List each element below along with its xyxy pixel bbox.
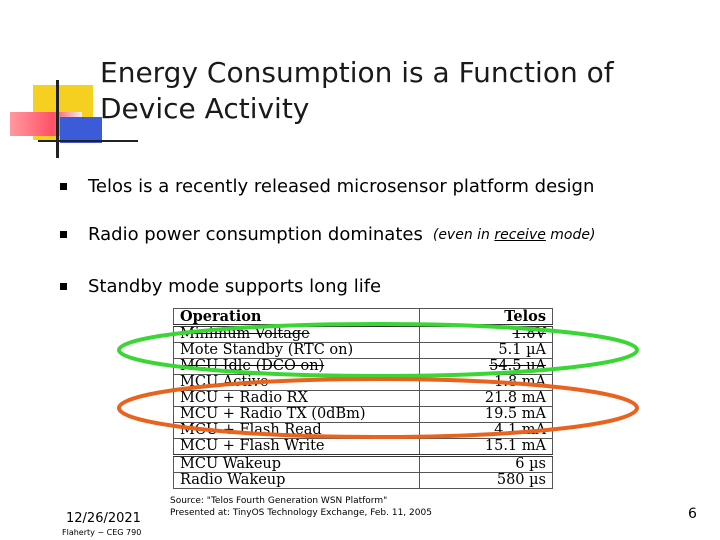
table-row: MCU Idle (DCO on) 54.5 µA — [173, 358, 553, 375]
table-cell-operation: MCU + Radio RX — [173, 390, 420, 407]
slide-title-line-2: Device Activity — [100, 92, 310, 125]
table-row: MCU + Flash Write 15.1 mA — [173, 438, 553, 456]
table-cell-operation: MCU Idle (DCO on) — [173, 358, 420, 375]
table-cell-value: 4.1 mA — [419, 422, 553, 439]
table-row: Mote Standby (RTC on) 5.1 µA — [173, 342, 553, 359]
footer-author: Flaherty − CEG 790 — [62, 528, 142, 537]
bullet-note: (even in receive mode) — [433, 227, 596, 243]
table-cell-value: 15.1 mA — [419, 438, 553, 456]
bullet-text: Radio power consumption dominates — [88, 224, 423, 245]
bullet-item-1: Telos is a recently released microsensor… — [60, 176, 594, 197]
table-cell-operation: MCU + Flash Read — [173, 422, 420, 439]
bullet-square-icon — [60, 283, 67, 290]
table-row: Radio Wakeup 580 µs — [173, 472, 553, 489]
table-cell-operation: MCU Active — [173, 374, 420, 391]
table-cell-value: 1.8 mA — [419, 374, 553, 391]
slide-title: Energy Consumption is a Function of Devi… — [100, 55, 700, 127]
bullet-text: Standby mode supports long life — [88, 276, 382, 297]
bullet-note-underlined: receive — [494, 226, 546, 243]
bullet-note-after: mode) — [545, 226, 596, 243]
bullet-item-2: Radio power consumption dominates (even … — [60, 224, 595, 245]
footer-source: Source: "Telos Fourth Generation WSN Pla… — [170, 495, 432, 519]
footer-source-line-1: Source: "Telos Fourth Generation WSN Pla… — [170, 496, 388, 506]
decor-vertical-line — [56, 80, 59, 158]
table-cell-operation: Radio Wakeup — [173, 472, 420, 489]
header-operation: Operation — [173, 308, 420, 327]
slide-title-line-1: Energy Consumption is a Function of — [100, 56, 614, 89]
table-row: MCU Active 1.8 mA — [173, 374, 553, 391]
table-cell-value: 54.5 µA — [419, 358, 553, 375]
footer-source-line-2: Presented at: TinyOS Technology Exchange… — [170, 508, 432, 518]
bullet-square-icon — [60, 183, 67, 190]
decor-horizontal-line — [38, 140, 138, 142]
bullet-square-icon — [60, 231, 67, 238]
table-cell-value: 6 µs — [419, 454, 553, 473]
table-cell-value: 19.5 mA — [419, 406, 553, 423]
power-table: Operation Telos Minimum Voltage 1.8V Mote… — [173, 308, 553, 490]
table-cell-value: 21.8 mA — [419, 390, 553, 407]
bullet-item-3: Standby mode supports long life — [60, 276, 381, 297]
footer-date: 12/26/2021 — [66, 511, 141, 526]
table-cell-value: 5.1 µA — [419, 342, 553, 359]
table-cell-operation: MCU Wakeup — [173, 454, 420, 473]
table-cell-value: 580 µs — [419, 472, 553, 489]
table-cell-operation: Mote Standby (RTC on) — [173, 342, 420, 359]
table-cell-operation: MCU + Flash Write — [173, 438, 420, 456]
table-row: MCU Wakeup 6 µs — [173, 454, 553, 473]
bullet-text: Telos is a recently released microsensor… — [88, 176, 595, 197]
decor-blue-square — [60, 117, 102, 143]
page-number: 6 — [688, 506, 697, 522]
table-row: MCU + Radio RX 21.8 mA — [173, 390, 553, 407]
table-row: MCU + Radio TX (0dBm) 19.5 mA — [173, 406, 553, 423]
header-telos: Telos — [419, 308, 553, 327]
table-cell-value: 1.8V — [419, 325, 553, 343]
table-cell-operation: Minimum Voltage — [173, 325, 420, 343]
table-cell-operation: MCU + Radio TX (0dBm) — [173, 406, 420, 423]
table-header-row: Operation Telos — [173, 308, 553, 327]
bullet-note-before: (even in — [432, 226, 495, 243]
table-row: MCU + Flash Read 4.1 mA — [173, 422, 553, 439]
table-row: Minimum Voltage 1.8V — [173, 325, 553, 343]
